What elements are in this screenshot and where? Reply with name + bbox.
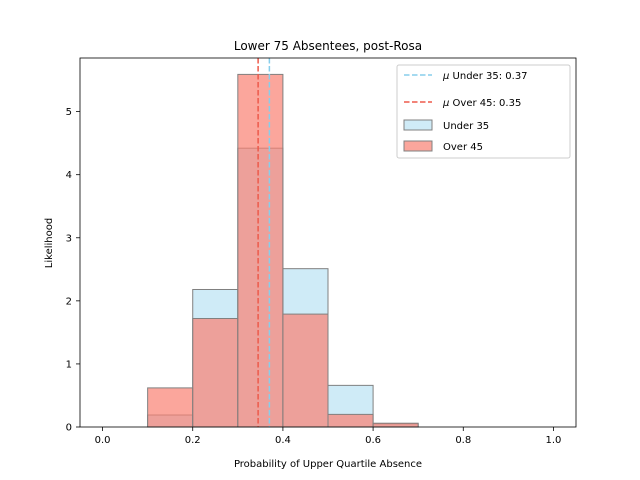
chart-title: Lower 75 Absentees, post-Rosa [234, 39, 422, 53]
legend-mean-label: μ Over 45: 0.35 [442, 98, 521, 109]
y-tick-label: 0 [66, 423, 72, 434]
legend-bar-swatch [403, 140, 433, 152]
x-tick-label: 0.6 [365, 435, 381, 446]
legend-series-label: Under 35 [443, 121, 489, 132]
x-tick-label: 0.2 [185, 435, 201, 446]
y-tick-label: 5 [66, 107, 72, 118]
bar-over-45-6 [372, 422, 419, 428]
x-tick-label: 0.0 [95, 435, 111, 446]
x-axis-label: Probability of Upper Quartile Absence [234, 459, 422, 470]
legend-frame [396, 64, 571, 159]
legend-series-label: Over 45 [443, 142, 483, 153]
y-tick-label: 1 [66, 359, 72, 370]
legend: μ Under 35: 0.37 μ Over 45: 0.35 Under 35 O… [396, 64, 571, 159]
x-tick-label: 0.8 [455, 435, 471, 446]
y-tick-label: 2 [66, 296, 72, 307]
axes-frame [79, 57, 577, 428]
ticks-layer: 0.0 0.2 0.4 0.6 0.8 1.0 0 1 2 3 4 5 [66, 107, 562, 446]
bar-over-45-2 [192, 318, 239, 428]
y-tick-label: 4 [66, 170, 72, 181]
y-axis-label: Likelihood [44, 218, 55, 268]
legend-bar-swatch [403, 119, 433, 131]
y-tick-label: 3 [66, 233, 72, 244]
bar-over-45-4 [282, 313, 329, 428]
mean-lines-layer [257, 58, 271, 427]
bar-over-45-1 [147, 387, 194, 428]
bar-over-45-5 [327, 413, 374, 428]
x-tick-label: 1.0 [546, 435, 562, 446]
axes-layer [79, 57, 577, 428]
legend-mean-label: μ Under 35: 0.37 [442, 71, 528, 82]
bar-over-45-3 [237, 73, 284, 428]
x-tick-label: 0.4 [275, 435, 291, 446]
bars-layer [147, 73, 419, 428]
